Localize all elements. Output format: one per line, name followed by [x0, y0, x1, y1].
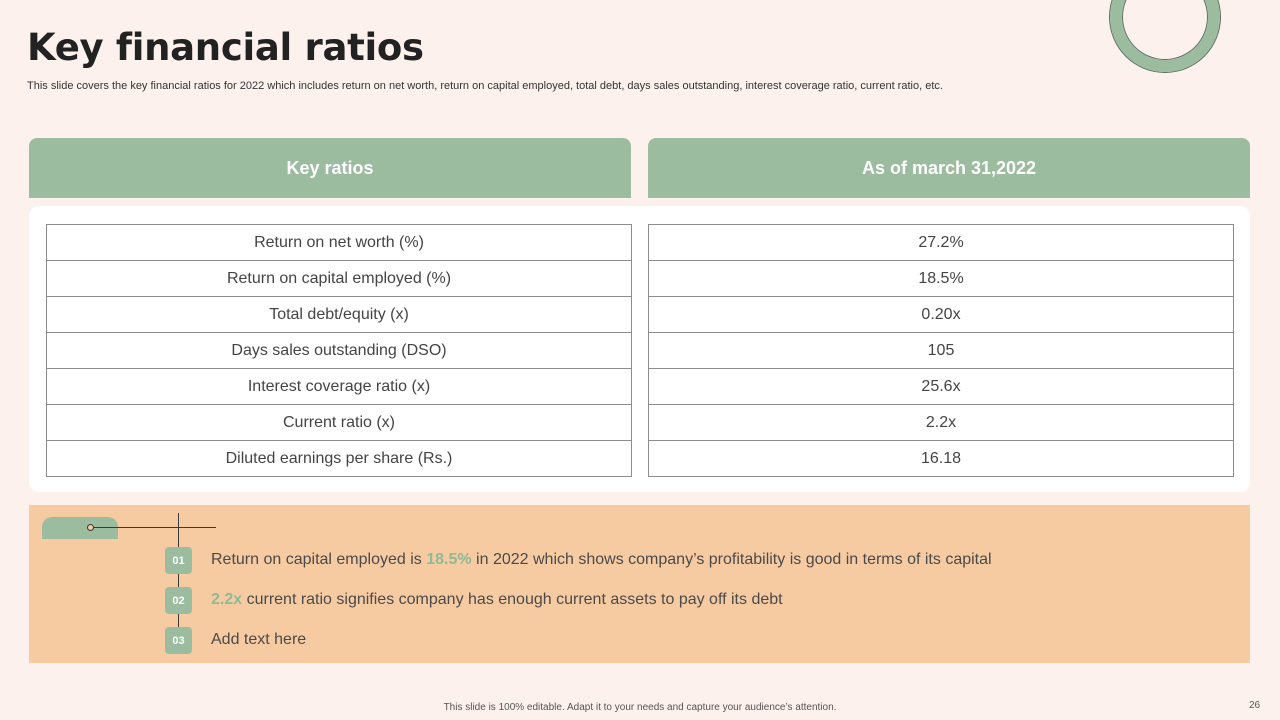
- point-highlight: 2.2x: [211, 591, 243, 608]
- point-text-02: 2.2x current ratio signifies company has…: [211, 591, 783, 609]
- point-badge-02: 02: [165, 587, 192, 614]
- point-badge-03: 03: [165, 627, 192, 654]
- header-key-ratios: Key ratios: [29, 138, 631, 198]
- connector-dot: [87, 524, 94, 531]
- point-text-03: Add text here: [211, 631, 306, 649]
- table-row: Current ratio (x): [46, 404, 632, 441]
- ratio-value-cell: 2.2x: [648, 404, 1234, 441]
- ratio-value-cell: 25.6x: [648, 368, 1234, 405]
- table-row: Interest coverage ratio (x): [46, 368, 632, 405]
- connector-line: [92, 527, 216, 528]
- ratio-name-cell: Return on capital employed (%): [46, 260, 632, 297]
- ratio-names-table: Return on net worth (%) Return on capita…: [46, 224, 632, 477]
- ratio-name-cell: Diluted earnings per share (Rs.): [46, 440, 632, 477]
- decorative-ring: [1110, 0, 1220, 72]
- ratio-name-cell: Current ratio (x): [46, 404, 632, 441]
- ratio-name-cell: Return on net worth (%): [46, 224, 632, 261]
- page-title: Key financial ratios: [27, 26, 424, 69]
- ratio-values-table: 27.2% 18.5% 0.20x 105 25.6x 2.2x 16.18: [648, 224, 1234, 477]
- timeline-line: [178, 513, 179, 643]
- page-number: 26: [1249, 700, 1261, 711]
- ratio-value-cell: 16.18: [648, 440, 1234, 477]
- table-row: 105: [648, 332, 1234, 369]
- table-row: 0.20x: [648, 296, 1234, 333]
- point-badge-01: 01: [165, 547, 192, 574]
- ratio-value-cell: 0.20x: [648, 296, 1234, 333]
- table-row: 18.5%: [648, 260, 1234, 297]
- table-row: Return on capital employed (%): [46, 260, 632, 297]
- ratio-name-cell: Days sales outstanding (DSO): [46, 332, 632, 369]
- table-row: 25.6x: [648, 368, 1234, 405]
- table-row: 2.2x: [648, 404, 1234, 441]
- table-row: Total debt/equity (x): [46, 296, 632, 333]
- point-text-pre: Return on capital employed is: [211, 551, 427, 568]
- point-text-post: current ratio signifies company has enou…: [242, 591, 783, 608]
- table-row: Days sales outstanding (DSO): [46, 332, 632, 369]
- footer-note: This slide is 100% editable. Adapt it to…: [443, 702, 837, 713]
- ratio-value-cell: 18.5%: [648, 260, 1234, 297]
- ratio-name-cell: Interest coverage ratio (x): [46, 368, 632, 405]
- ratio-value-cell: 27.2%: [648, 224, 1234, 261]
- table-row: Diluted earnings per share (Rs.): [46, 440, 632, 477]
- page-subtitle: This slide covers the key financial rati…: [27, 80, 943, 92]
- point-text-01: Return on capital employed is 18.5% in 2…: [211, 551, 992, 569]
- insights-tab: [42, 517, 118, 539]
- point-highlight: 18.5%: [426, 551, 472, 568]
- point-text-pre: Add text here: [211, 631, 307, 648]
- table-row: 27.2%: [648, 224, 1234, 261]
- header-as-of-date: As of march 31,2022: [648, 138, 1250, 198]
- ratio-name-cell: Total debt/equity (x): [46, 296, 632, 333]
- insights-panel: [29, 505, 1250, 663]
- table-row: Return on net worth (%): [46, 224, 632, 261]
- ratio-value-cell: 105: [648, 332, 1234, 369]
- table-row: 16.18: [648, 440, 1234, 477]
- point-text-post: in 2022 which shows company’s profitabil…: [471, 551, 992, 568]
